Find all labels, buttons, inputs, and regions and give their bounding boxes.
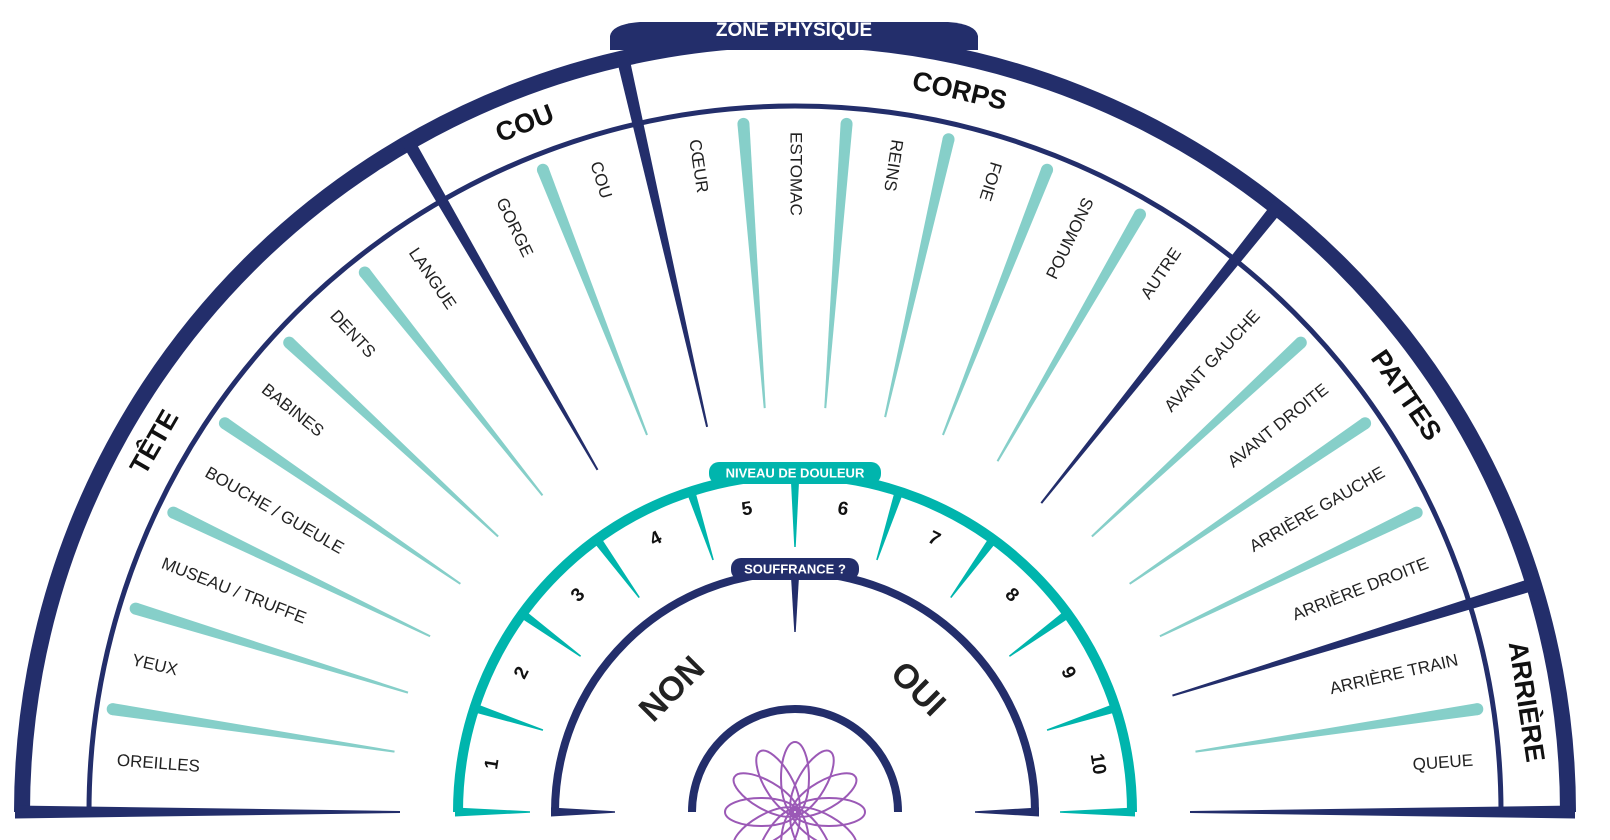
item-label: CŒUR bbox=[685, 138, 712, 194]
item-spike-cap bbox=[1134, 208, 1146, 221]
section-ring bbox=[86, 103, 1504, 813]
item-spike-cap bbox=[358, 266, 371, 279]
item-spike bbox=[884, 137, 955, 418]
suffering-spike bbox=[551, 807, 615, 817]
pain-spike bbox=[790, 472, 800, 547]
item-spike-cap bbox=[167, 506, 180, 519]
pain-spike bbox=[517, 608, 582, 657]
pain-spike bbox=[455, 807, 530, 817]
section-divider bbox=[615, 50, 709, 428]
item-spike bbox=[996, 211, 1146, 462]
item-spike-cap bbox=[129, 602, 142, 615]
pain-spike bbox=[685, 487, 714, 561]
item-spike-cap bbox=[942, 133, 955, 146]
item-spike-cap bbox=[1041, 163, 1054, 176]
pain-level: 1 bbox=[481, 757, 503, 771]
pain-tab bbox=[709, 462, 881, 484]
pain-spike bbox=[470, 702, 544, 731]
item-spike bbox=[1159, 507, 1420, 638]
suffering-spike bbox=[790, 568, 800, 632]
pain-spike bbox=[876, 487, 905, 561]
item-spike bbox=[737, 123, 766, 409]
zone-banner bbox=[610, 22, 978, 50]
item-label: BOUCHE / GUEULE bbox=[202, 463, 347, 558]
pain-level: 10 bbox=[1086, 752, 1110, 776]
pain-level: 5 bbox=[740, 498, 754, 520]
item-spike bbox=[133, 602, 409, 694]
pain-title: NIVEAU DE DOULEUR bbox=[726, 465, 865, 480]
item-spike-cap bbox=[536, 163, 549, 176]
zone-title: ZONE PHYSIQUE bbox=[716, 20, 872, 41]
section-divider bbox=[1172, 575, 1543, 697]
item-spike bbox=[170, 507, 431, 638]
pain-spike bbox=[1008, 608, 1073, 657]
item-spike-cap bbox=[1410, 506, 1423, 519]
item-label: QUEUE bbox=[1412, 751, 1474, 774]
item-spike-cap bbox=[1294, 336, 1307, 349]
item-spike-cap bbox=[218, 417, 231, 430]
suffering-option: OUI bbox=[883, 654, 953, 724]
section-divider bbox=[1040, 198, 1287, 504]
section-label: PATTES bbox=[1365, 344, 1448, 446]
item-spike-cap bbox=[1471, 703, 1484, 716]
item-label: YEUX bbox=[130, 650, 179, 679]
item-label: GORGE bbox=[492, 195, 537, 260]
item-label: FOIE bbox=[976, 160, 1006, 204]
item-spike-cap bbox=[283, 336, 296, 349]
pain-spike bbox=[591, 534, 640, 599]
item-spike-cap bbox=[840, 117, 853, 130]
item-label: ESTOMAC bbox=[787, 132, 806, 216]
item-label: ARRIÈRE TRAIN bbox=[1328, 650, 1460, 698]
pain-level: 9 bbox=[1056, 663, 1080, 682]
item-spike bbox=[111, 703, 395, 753]
pain-level: 3 bbox=[567, 584, 589, 606]
item-spike bbox=[942, 167, 1053, 436]
pain-level: 7 bbox=[925, 527, 944, 551]
item-label: DENTS bbox=[326, 306, 379, 361]
item-spike bbox=[1195, 703, 1479, 753]
section-label: ARRIÈRE bbox=[1503, 639, 1552, 764]
suffering-spike bbox=[975, 807, 1039, 817]
pain-level: 2 bbox=[510, 663, 534, 682]
item-spike bbox=[221, 418, 461, 585]
pain-level: 4 bbox=[646, 527, 665, 551]
section-divider bbox=[1190, 805, 1575, 819]
item-spike-cap bbox=[737, 117, 750, 130]
pain-spike bbox=[1046, 702, 1120, 731]
item-spike bbox=[360, 268, 544, 496]
item-spike bbox=[285, 338, 499, 538]
item-label: AVANT GAUCHE bbox=[1160, 306, 1263, 415]
item-label: POUMONS bbox=[1042, 195, 1097, 282]
pain-level: 8 bbox=[1001, 584, 1023, 606]
item-label: BABINES bbox=[258, 380, 327, 441]
lotus-petal bbox=[791, 806, 858, 840]
item-label: REINS bbox=[880, 138, 907, 192]
section-label: COU bbox=[491, 98, 558, 148]
item-label: AUTRE bbox=[1137, 244, 1185, 302]
pain-level: 6 bbox=[836, 498, 850, 520]
item-spike bbox=[1129, 418, 1369, 585]
item-spike-cap bbox=[106, 703, 119, 716]
section-divider bbox=[399, 133, 599, 471]
item-spike bbox=[537, 167, 648, 436]
item-label: OREILLES bbox=[116, 751, 200, 776]
pain-spike bbox=[950, 534, 999, 599]
suffering-option: NON bbox=[632, 649, 712, 729]
item-label: COU bbox=[586, 159, 615, 201]
suffering-tab bbox=[731, 558, 859, 580]
item-spike-cap bbox=[1359, 417, 1372, 430]
inner-ring bbox=[688, 705, 902, 813]
suffering-title: SOUFFRANCE ? bbox=[744, 561, 846, 576]
item-label: LANGUE bbox=[405, 244, 460, 312]
pain-spike bbox=[1060, 807, 1135, 817]
item-spike bbox=[824, 123, 853, 409]
section-divider bbox=[15, 805, 400, 819]
item-spike bbox=[1091, 338, 1305, 538]
